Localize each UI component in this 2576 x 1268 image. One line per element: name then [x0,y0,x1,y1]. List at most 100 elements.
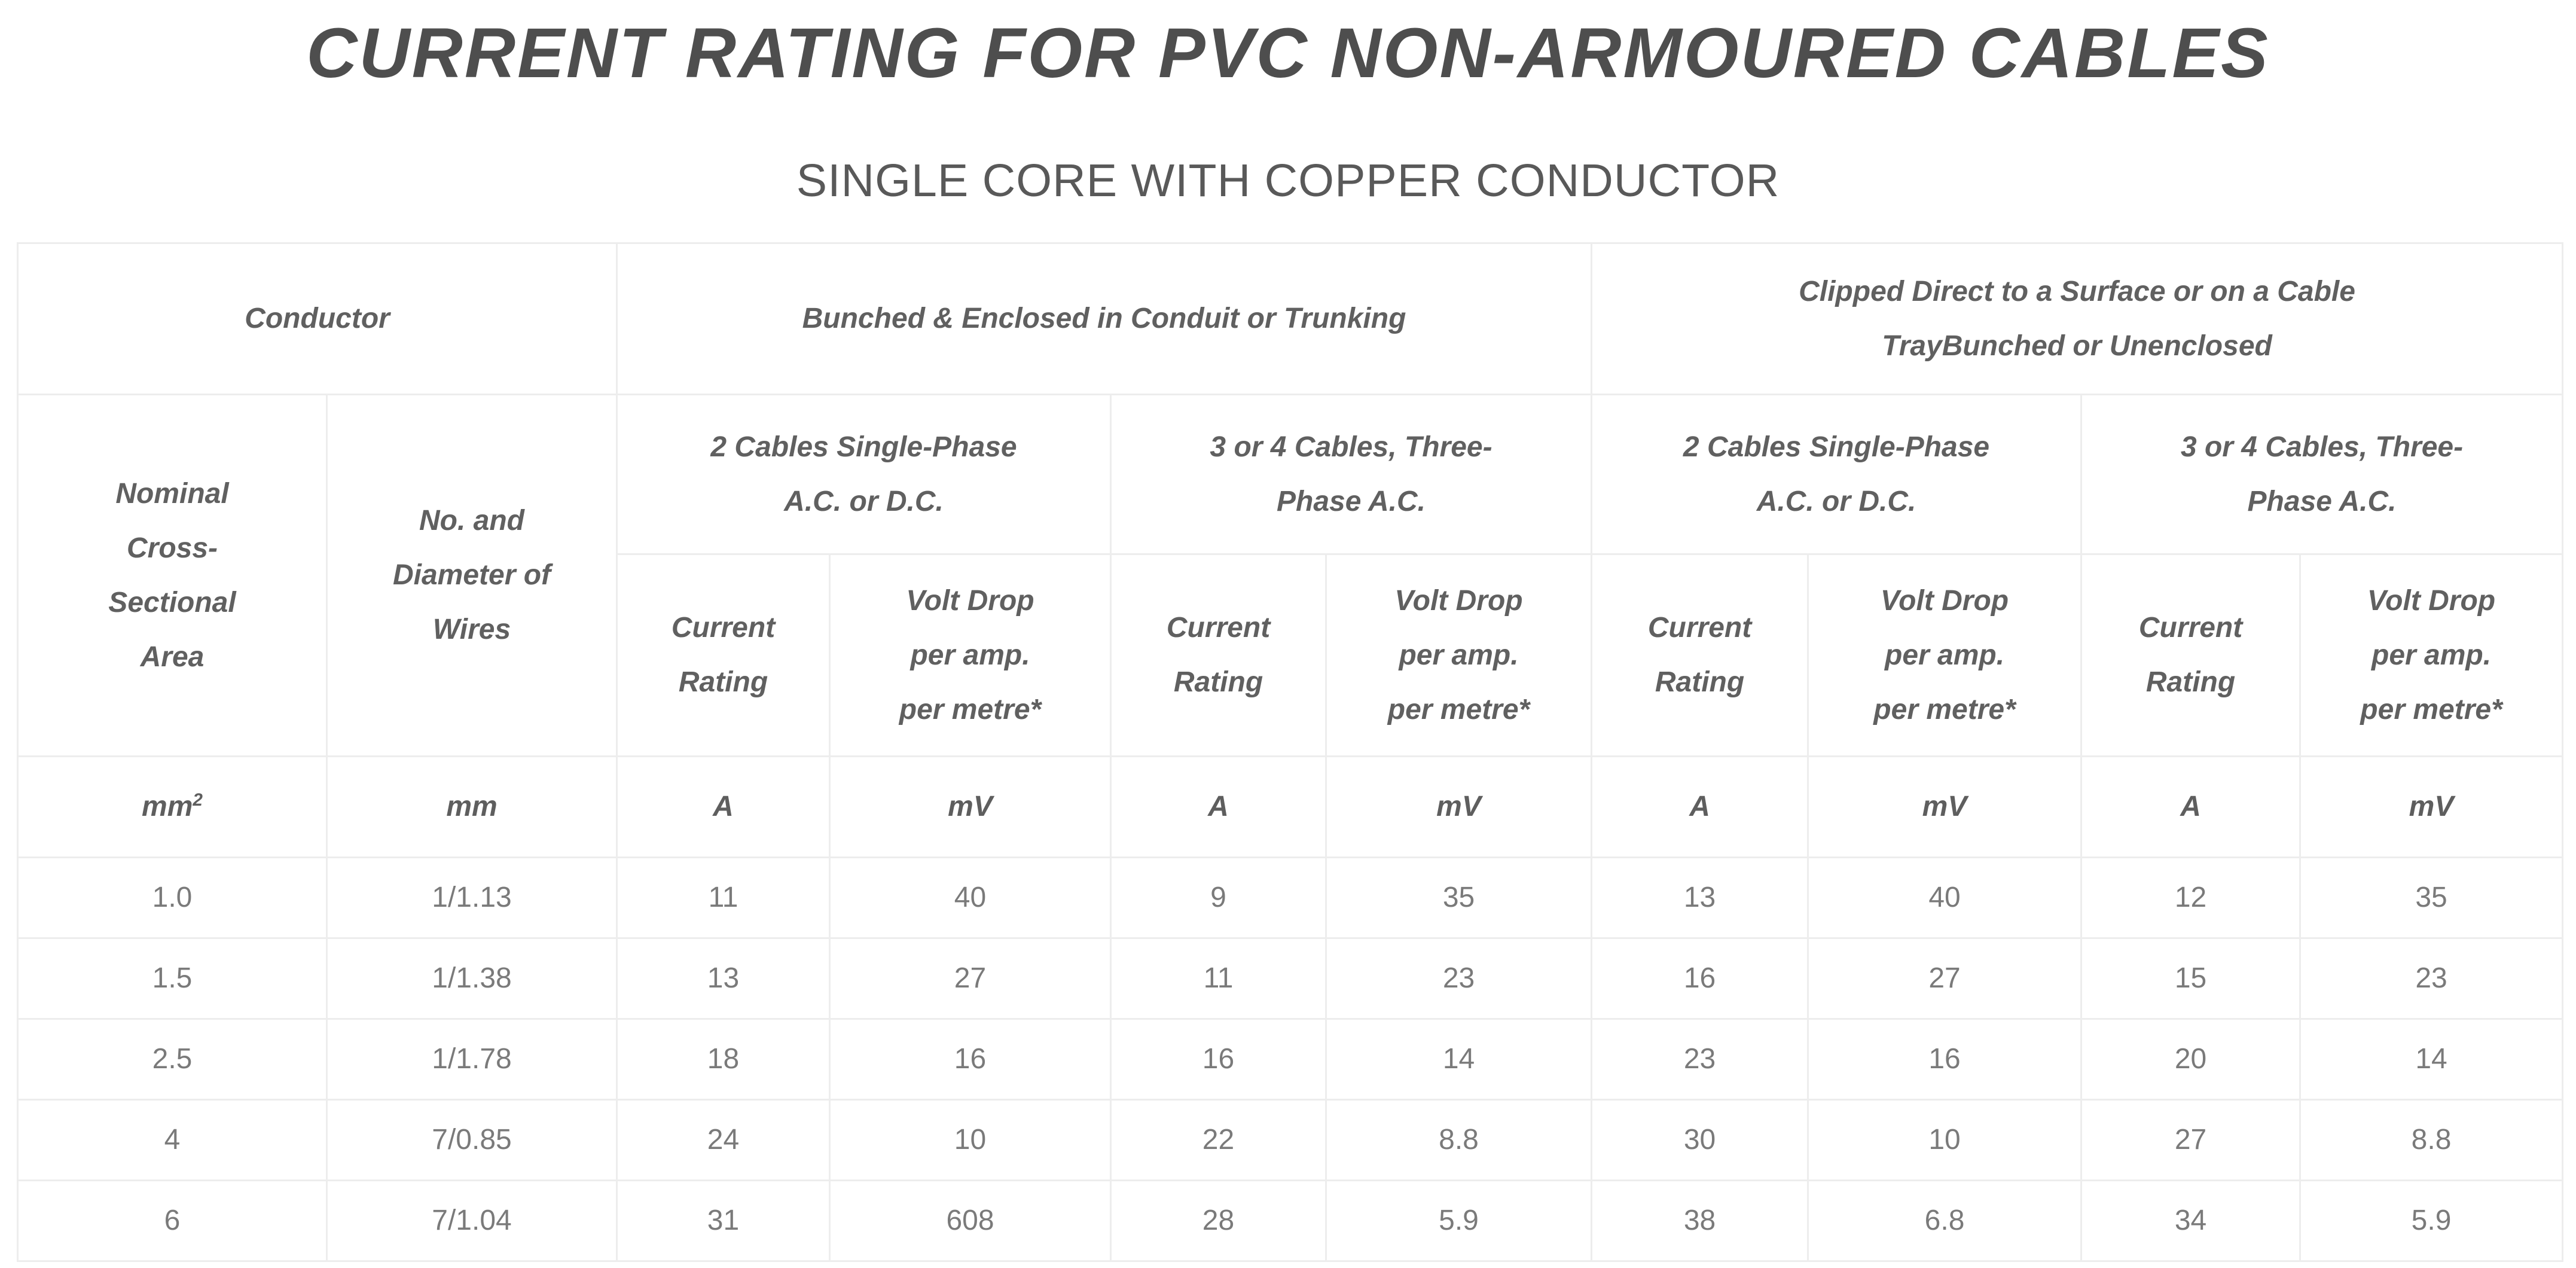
table-row: 1.5 1/1.38 13 27 11 23 16 27 15 23 [17,937,2564,1020]
group-header-bunched-enclosed: Bunched & Enclosed in Conduit or Trunkin… [615,242,1593,395]
data-cell: 11 [616,856,831,939]
group-header-clipped-direct: Clipped Direct to a Surface or on a Cabl… [1591,242,2564,395]
data-cell: 13 [1591,856,1809,939]
col-header-nominal-area-label: Nominal Cross-Sectional Area [108,477,236,673]
span-header-bunched-two-cables: 2 Cables Single-Phase A.C. or D.C. [616,393,1112,555]
units-row: mm2 mm A mV A mV A mV A mV [17,755,2564,858]
data-cell: 16 [1807,1017,2083,1101]
column-header-row: Current Rating Volt Drop per amp. per me… [18,553,2564,757]
data-cell: 4 [17,1098,328,1181]
col-header-current-rating-3: Current Rating [1591,553,1809,757]
data-cell: 20 [2080,1017,2302,1101]
data-cell: 1.0 [17,856,328,939]
table-row: 1.0 1/1.13 11 40 9 35 13 40 12 35 [17,856,2564,939]
col-header-volt-drop-1: Volt Drop per amp. per metre* [829,553,1112,757]
data-cell: 608 [829,1179,1112,1262]
group-header-conductor: Conductor [17,242,618,395]
unit-area-exponent: 2 [193,790,203,810]
data-cell: 35 [2299,856,2564,939]
span-header-clipped-two-cables-label: 2 Cables Single-Phase A.C. or D.C. [1683,431,1990,517]
data-cell: 28 [1110,1179,1327,1262]
col-header-volt-drop-3: Volt Drop per amp. per metre* [1807,553,2083,757]
data-cell: 23 [1324,937,1593,1020]
col-header-current-rating-4: Current Rating [2080,553,2302,757]
col-header-current-rating-4-label: Current Rating [2138,612,2243,699]
data-cell: 5.9 [2299,1179,2564,1262]
unit-area: mm2 [17,755,328,858]
data-cell: 6 [17,1179,328,1262]
unit-millivolts-4: mV [2299,755,2564,858]
data-cell: 7/1.04 [326,1179,618,1262]
group-header-row: Conductor Bunched & Enclosed in Conduit … [17,242,2564,395]
col-header-volt-drop-4-label: Volt Drop per amp. per metre* [2360,584,2502,726]
data-cell: 1.5 [17,937,328,1020]
col-header-current-rating-2: Current Rating [1110,553,1327,757]
unit-area-base: mm [142,791,193,823]
span-header-bunched-three-four-cables-label: 3 or 4 Cables, Three-Phase A.C. [1210,431,1493,517]
unit-millivolts-3: mV [1807,755,2083,858]
span-header-clipped-two-cables: 2 Cables Single-Phase A.C. or D.C. [1591,393,2083,555]
col-header-current-rating-3-label: Current Rating [1647,612,1752,699]
data-cell: 27 [829,937,1112,1020]
data-cell: 16 [829,1017,1112,1101]
unit-amps-4: A [2080,755,2302,858]
span-header-clipped-three-four-cables-label: 3 or 4 Cables, Three-Phase A.C. [2180,431,2464,517]
data-cell: 1/1.13 [326,856,618,939]
table-row: 2.5 1/1.78 18 16 16 14 23 16 20 14 [17,1017,2564,1101]
data-cell: 1/1.78 [326,1017,618,1101]
group-header-clipped-direct-label: Clipped Direct to a Surface or on a Cabl… [1799,275,2355,362]
data-cell: 18 [616,1017,831,1101]
data-cell: 12 [2080,856,2302,939]
data-cell: 2.5 [17,1017,328,1101]
unit-millivolts-2: mV [1324,755,1593,858]
col-header-current-rating-1-label: Current Rating [671,612,776,699]
span-header-bunched-two-cables-label: 2 Cables Single-Phase A.C. or D.C. [710,431,1017,517]
data-cell: 7/0.85 [326,1098,618,1181]
data-cell: 35 [1324,856,1593,939]
col-header-volt-drop-4: Volt Drop per amp. per metre* [2299,553,2564,757]
data-cell: 10 [829,1098,1112,1181]
col-header-current-rating-2-label: Current Rating [1166,612,1271,699]
data-cell: 8.8 [2299,1098,2564,1181]
unit-amps-3: A [1591,755,1809,858]
data-cell: 34 [2080,1179,2302,1262]
col-header-volt-drop-2-label: Volt Drop per amp. per metre* [1387,584,1530,726]
unit-diameter: mm [326,755,618,858]
col-header-volt-drop-3-label: Volt Drop per amp. per metre* [1873,584,2016,726]
data-cell: 40 [1807,856,2083,939]
data-cell: 38 [1591,1179,1809,1262]
data-cell: 30 [1591,1098,1809,1181]
data-cell: 22 [1110,1098,1327,1181]
span-header-clipped-three-four-cables: 3 or 4 Cables, Three-Phase A.C. [2080,393,2564,555]
data-cell: 23 [1591,1017,1809,1101]
table-row: 4 7/0.85 24 10 22 8.8 30 10 27 8.8 [17,1098,2564,1181]
data-cell: 10 [1807,1098,2083,1181]
data-cell: 31 [616,1179,831,1262]
data-cell: 14 [2299,1017,2564,1101]
col-header-volt-drop-2: Volt Drop per amp. per metre* [1324,553,1593,757]
page-subtitle: SINGLE CORE WITH COPPER CONDUCTOR [796,154,1780,206]
data-cell: 6.8 [1807,1179,2083,1262]
data-cell: 8.8 [1324,1098,1593,1181]
data-cell: 16 [1591,937,1809,1020]
col-header-current-rating-1: Current Rating [616,553,831,757]
col-header-nominal-area: Nominal Cross-Sectional Area [17,393,328,757]
data-cell: 5.9 [1324,1179,1593,1262]
data-cell: 1/1.38 [326,937,618,1020]
data-cell: 40 [829,856,1112,939]
page-title: CURRENT RATING FOR PVC NON-ARMOURED CABL… [306,14,2270,93]
unit-amps-1: A [616,755,831,858]
unit-amps-2: A [1110,755,1327,858]
col-header-wires: No. and Diameter of Wires [326,393,618,757]
data-cell: 24 [616,1098,831,1181]
data-cell: 13 [616,937,831,1020]
data-cell: 16 [1110,1017,1327,1101]
data-cell: 9 [1110,856,1327,939]
span-header-bunched-three-four-cables: 3 or 4 Cables, Three-Phase A.C. [1109,393,1593,555]
span-header-row: Nominal Cross-Sectional Area No. and Dia… [17,393,2564,757]
data-cell: 27 [2080,1098,2302,1181]
col-header-wires-label: No. and Diameter of Wires [392,505,551,646]
data-cell: 15 [2080,937,2302,1020]
data-cell: 27 [1807,937,2083,1020]
unit-millivolts-1: mV [829,755,1112,858]
